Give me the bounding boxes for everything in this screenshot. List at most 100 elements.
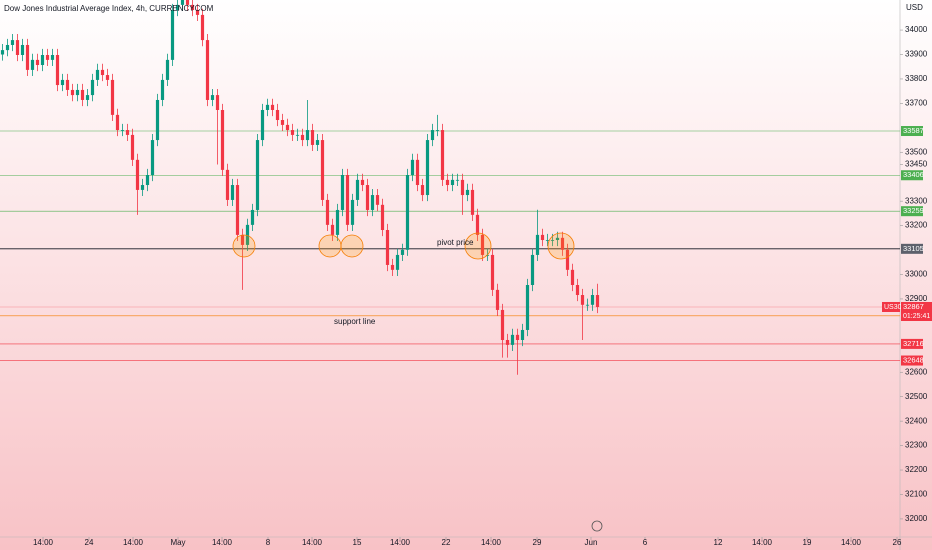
candle-body [220,109,225,170]
candle-body [280,120,285,125]
candle-body [340,175,345,210]
candle-body [180,0,185,5]
x-tick-label: 29 [533,538,542,547]
y-tick-label: 32500 [905,392,928,401]
candle-body [330,224,335,235]
candle-body [45,54,50,60]
candle-body [530,254,535,285]
candle-body [0,50,5,55]
candle-body [345,175,350,225]
candle-body [85,95,90,100]
candle-body [155,99,160,141]
circle [340,234,364,258]
candle-body [320,140,325,200]
candle-body [475,214,480,235]
level-label-box [901,170,923,181]
candle-body [175,4,180,11]
candle-body [445,179,450,186]
candle-body [245,224,250,245]
last-price-label: 32867 [903,302,924,311]
candle-body [455,179,460,181]
candle-body [265,104,270,110]
y-tick-label: 33900 [905,50,928,59]
candle-body [385,230,390,265]
level-label: 33105 [903,244,924,253]
candle-body [130,134,135,160]
candle-body [540,234,545,241]
x-tick-label: 14:00 [390,538,411,547]
icon-circle[interactable] [591,520,603,532]
candle-body [575,284,580,296]
candle-body [30,59,35,70]
candle-body [380,204,385,231]
y-tick-label: 32900 [905,294,928,303]
x-tick-label: 14:00 [752,538,773,547]
level-label-box [901,126,923,137]
candle-body [585,304,590,306]
candle-body [40,54,45,66]
candle-body [590,295,595,305]
candle-body [435,130,440,131]
x-tick-label: 14:00 [302,538,323,547]
circle [547,232,575,260]
candle-body [240,234,245,245]
x-tick-label: 12 [714,538,723,547]
currency-label: USD [906,3,923,12]
candle-body [355,179,360,200]
candle-body [90,79,95,96]
candle-body [160,79,165,100]
candle-body [125,130,130,135]
annotation: pivot price [437,238,474,247]
candle-body [170,10,175,60]
candle-body [190,4,195,11]
candle-body [480,234,485,255]
candle-body [535,234,540,255]
candle-body [400,249,405,255]
candle-body [555,237,560,241]
candle-body [550,240,555,241]
y-tick-label: 34000 [905,25,928,34]
candle-body [120,130,125,131]
candle-body [260,109,265,141]
candle-body [495,289,500,310]
candle-body [515,334,520,340]
y-tick-label: 33700 [905,99,928,108]
candle-body [370,195,375,210]
y-tick-label: 32100 [905,490,928,499]
candle-body [115,114,120,131]
x-tick-label: 6 [643,538,648,547]
level-label: 33587 [903,126,924,135]
candle-body [140,185,145,190]
level-label-box [901,355,923,366]
x-tick-label: 24 [85,538,94,547]
candle-body [350,199,355,225]
candle-body [20,44,25,55]
candle-body [405,175,410,250]
y-tick-label: 33450 [905,160,928,169]
x-tick-label: 14:00 [481,538,502,547]
x-tick-label: 15 [353,538,362,547]
level-label: 33406 [903,170,924,179]
x-tick-label: 14:00 [123,538,144,547]
candle-body [215,95,220,110]
x-tick-label: 8 [266,538,271,547]
candle-body [35,59,40,66]
candle-body [80,89,85,100]
x-tick-label: 19 [803,538,812,547]
candle-body [95,69,100,80]
candle-body [300,134,305,141]
replay-icon[interactable] [591,520,603,532]
candle-body [225,169,230,200]
candle-body [50,54,55,60]
candle-body [490,254,495,290]
candle-body [235,185,240,235]
candle-body [145,175,150,186]
candle-body [460,179,465,196]
candle-body [75,89,80,96]
candle-body [105,75,110,80]
candle-body [165,59,170,80]
marker-circles [232,232,575,260]
level-label-box [901,243,923,254]
level-label-box [901,338,923,349]
level-label-box [901,206,923,217]
